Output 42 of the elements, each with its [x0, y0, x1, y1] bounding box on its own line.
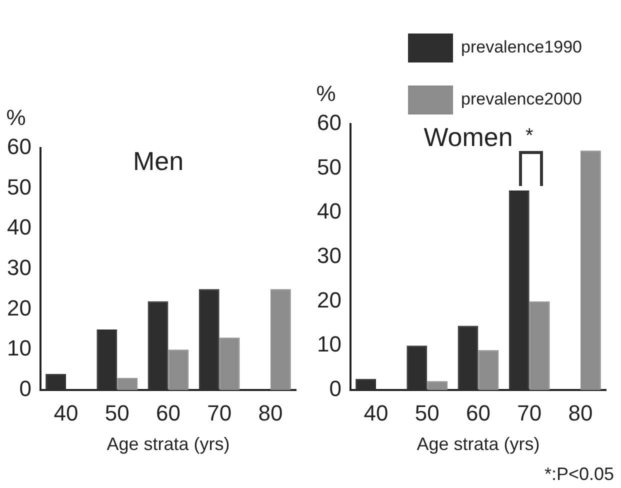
y-axis-title: %	[6, 105, 26, 130]
bar	[529, 301, 550, 390]
legend-label: prevalence1990	[461, 38, 582, 57]
y-axis-title: %	[316, 81, 336, 106]
bar	[168, 350, 189, 390]
text: *:P<0.05	[544, 464, 614, 484]
y-tick-label: 30	[6, 255, 32, 280]
y-tick-label: 50	[316, 154, 342, 180]
annotation: *	[525, 125, 534, 148]
x-tick-label: 50	[104, 400, 130, 426]
y-tick-label: 10	[6, 336, 32, 361]
bar	[270, 289, 291, 390]
x-tick-label: 40	[364, 400, 388, 426]
x-axis-title: Age strata (yrs)	[416, 434, 540, 454]
bar	[117, 378, 138, 390]
y-tick-label: 60	[6, 134, 32, 160]
y-tick-label: 0	[19, 376, 32, 402]
bar	[427, 381, 448, 390]
y-tick-label: 30	[316, 243, 342, 268]
x-tick-label: 40	[54, 400, 78, 426]
x-tick-label: 80	[568, 400, 593, 426]
y-tick-label: 10	[316, 332, 342, 357]
y-tick-label: 40	[6, 214, 32, 240]
x-axis-title: Age strata (yrs)	[106, 434, 230, 454]
bar	[219, 338, 240, 390]
x-tick-label: 60	[466, 400, 490, 426]
y-tick-label: 40	[316, 198, 342, 224]
y-tick-label: 60	[316, 110, 342, 136]
x-tick-label: 80	[258, 400, 283, 426]
legend-label: prevalence2000	[461, 90, 582, 109]
y-tick-label: 20	[316, 287, 342, 312]
x-tick-label: 60	[156, 400, 180, 426]
chart-title: Men	[132, 146, 184, 176]
y-tick-label: 20	[6, 295, 32, 320]
x-tick-label: 50	[414, 400, 440, 426]
bar	[478, 350, 499, 390]
y-tick-label: 0	[329, 376, 342, 402]
chart-title: Women	[424, 122, 513, 152]
x-tick-label: 70	[207, 400, 232, 426]
x-tick-label: 70	[517, 400, 542, 426]
y-tick-label: 50	[6, 174, 32, 200]
bar	[580, 150, 601, 390]
